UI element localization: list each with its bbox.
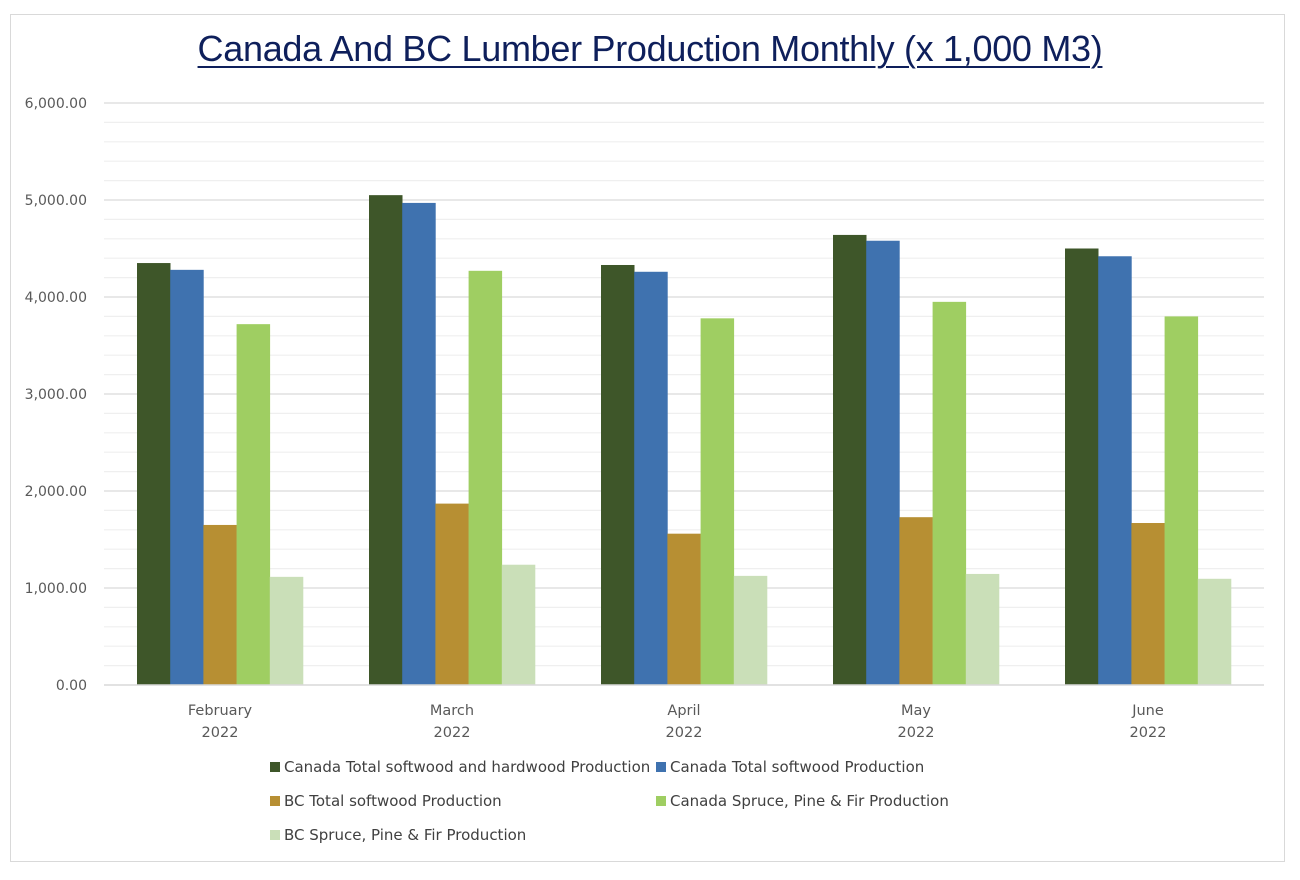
- y-tick-label: 5,000.00: [25, 193, 87, 209]
- y-tick-label: 0.00: [56, 678, 87, 694]
- bar: [733, 575, 768, 685]
- bar: [170, 269, 204, 685]
- bar: [634, 271, 668, 685]
- legend-label: Canada Total softwood and hardwood Produ…: [284, 758, 651, 776]
- bar: [667, 533, 701, 685]
- bar: [1065, 248, 1099, 685]
- legend-label: BC Spruce, Pine & Fir Production: [284, 826, 527, 844]
- x-tick-label: April: [667, 703, 700, 719]
- x-tick-label: March: [430, 703, 474, 719]
- chart-title: Canada And BC Lumber Production Monthly …: [197, 28, 1103, 69]
- bar: [402, 202, 436, 685]
- legend-item: BC Total softwood Production: [270, 792, 502, 810]
- legend-item: BC Spruce, Pine & Fir Production: [270, 826, 526, 844]
- x-tick-label: 2022: [434, 725, 471, 741]
- bar: [435, 503, 469, 685]
- legend-label: Canada Total softwood Production: [670, 758, 925, 776]
- legend-label: Canada Spruce, Pine & Fir Production: [670, 792, 949, 810]
- bar: [501, 564, 536, 685]
- y-tick-label: 3,000.00: [25, 387, 87, 403]
- bar: [601, 264, 635, 685]
- legend-swatch: [656, 762, 666, 772]
- bar: [1164, 316, 1199, 685]
- bar: [369, 195, 403, 685]
- bar: [932, 301, 967, 685]
- bar: [1098, 256, 1132, 685]
- x-tick-label: 2022: [202, 725, 239, 741]
- bar: [269, 576, 304, 685]
- legend-swatch: [656, 796, 666, 806]
- legend-item: Canada Total softwood Production: [656, 758, 924, 776]
- bars: [137, 195, 1232, 686]
- bar: [203, 524, 237, 685]
- legend-swatch: [270, 762, 280, 772]
- x-tick-label: 2022: [1130, 725, 1167, 741]
- bar: [137, 263, 171, 685]
- bar: [1131, 523, 1165, 685]
- bar: [965, 573, 1000, 685]
- legend-item: Canada Spruce, Pine & Fir Production: [656, 792, 949, 810]
- y-tick-label: 1,000.00: [25, 581, 87, 597]
- bar: [833, 234, 867, 686]
- x-tick-label: February: [188, 703, 253, 719]
- bar: [236, 324, 271, 685]
- legend-swatch: [270, 830, 280, 840]
- legend-label: BC Total softwood Production: [284, 792, 502, 810]
- bar: [700, 318, 735, 685]
- y-tick-label: 2,000.00: [25, 484, 87, 500]
- bar: [468, 270, 503, 685]
- x-tick-label: June: [1131, 703, 1164, 719]
- legend-swatch: [270, 796, 280, 806]
- bar: [899, 517, 933, 685]
- bar: [866, 240, 900, 686]
- bar: [1197, 578, 1232, 685]
- x-tick-label: 2022: [666, 725, 703, 741]
- y-tick-label: 6,000.00: [25, 96, 87, 112]
- y-tick-label: 4,000.00: [25, 290, 87, 306]
- legend-item: Canada Total softwood and hardwood Produ…: [270, 758, 650, 776]
- x-axis-tick-labels: February 2022 March 2022 April 2022 May 2022 Jun…: [188, 703, 1167, 741]
- x-tick-label: May: [901, 703, 931, 719]
- y-axis-tick-labels: 0.00 1,000.00 2,000.00 3,000.00 4,000.00 5,00…: [25, 96, 87, 694]
- x-tick-label: 2022: [898, 725, 935, 741]
